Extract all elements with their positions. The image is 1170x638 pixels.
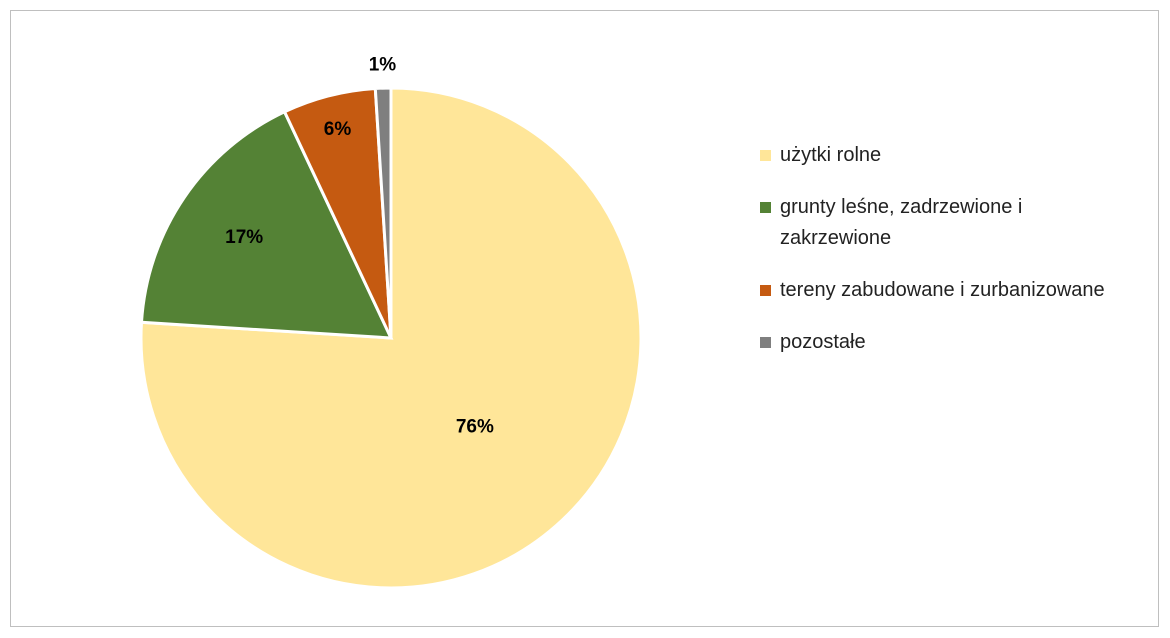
legend-label: pozostałe <box>780 331 866 353</box>
legend-label: tereny zabudowane i zurbanizowane <box>780 279 1105 301</box>
legend-swatch <box>760 202 771 213</box>
legend-item: pozostałe <box>760 327 1120 358</box>
data-label: 76% <box>456 416 494 437</box>
legend-item: grunty leśne, zadrzewione i zakrzewione <box>760 192 1120 254</box>
data-label: 6% <box>324 119 352 140</box>
legend-item: użytki rolne <box>760 140 1120 171</box>
legend-label: użytki rolne <box>780 144 882 166</box>
legend-swatch <box>760 150 771 161</box>
legend-swatch <box>760 337 771 348</box>
pie-slice <box>373 86 393 339</box>
data-label: 17% <box>225 227 263 248</box>
legend: użytki rolne grunty leśne, zadrzewione i … <box>760 140 1120 379</box>
legend-swatch <box>760 285 771 296</box>
legend-item: tereny zabudowane i zurbanizowane <box>760 275 1120 306</box>
legend-label: grunty leśne, zadrzewione i zakrzewione <box>780 196 1023 249</box>
pie-slice <box>139 109 394 340</box>
data-label: 1% <box>369 55 397 76</box>
